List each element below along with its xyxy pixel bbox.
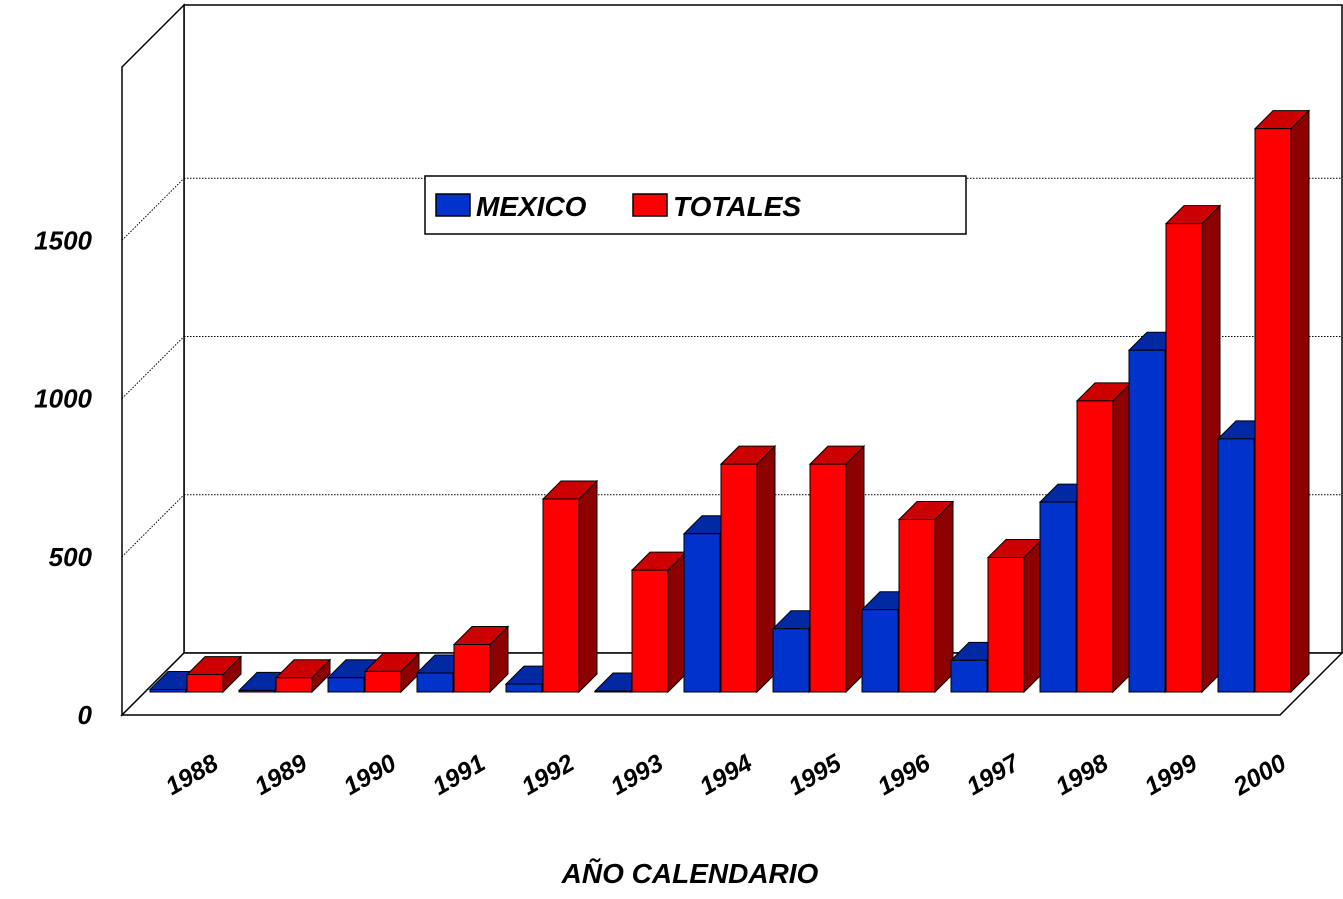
legend-box	[424, 175, 967, 235]
bar-totales-1998	[1075, 381, 1133, 694]
y-tick-label: 500	[49, 542, 93, 572]
x-tick-label: 1996	[873, 748, 936, 801]
x-tick-label: 2000	[1228, 749, 1291, 802]
x-tick-label: 1992	[517, 749, 579, 801]
bar-totales-1990	[363, 652, 421, 694]
x-tick-label: 1997	[962, 748, 1025, 801]
bar-totales-1995	[808, 444, 866, 694]
y-tick-label: 1000	[34, 384, 92, 414]
bar-totales-2000	[1253, 109, 1311, 694]
bar-totales-1999	[1164, 204, 1222, 694]
gridline-side	[121, 494, 185, 558]
gridline-side	[121, 177, 185, 241]
side-wall	[121, 3, 185, 717]
x-axis-ticks: 1988 1989 1990 1991 1992 1993 1994 1995 1996 1997…	[161, 748, 1291, 801]
x-tick-label: 1995	[784, 748, 847, 801]
legend-label-mexico: MEXICO	[476, 191, 587, 222]
x-tick-label: 1991	[428, 749, 490, 801]
bar-totales-1988	[185, 655, 243, 694]
bar-totales-1994	[719, 444, 777, 694]
y-tick-label: 1500	[34, 225, 92, 255]
bar-totales-1996	[897, 500, 955, 694]
bar-totales-1992	[541, 479, 599, 694]
x-tick-label: 1990	[339, 749, 401, 801]
x-tick-label: 1999	[1140, 749, 1202, 801]
bar-totales-1989	[274, 658, 332, 694]
x-axis-title: AÑO CALENDARIO	[561, 858, 819, 889]
x-tick-label: 1989	[250, 749, 312, 801]
gridline-side	[121, 336, 185, 399]
x-tick-label: 1998	[1051, 749, 1113, 801]
bar-totales-1997	[986, 538, 1044, 694]
legend: MEXICO TOTALES	[424, 175, 967, 235]
legend-swatch-mexico	[435, 193, 471, 217]
bar-totales-1993	[630, 550, 688, 694]
x-tick-label: 1988	[161, 749, 223, 801]
x-tick-label: 1994	[695, 749, 757, 801]
y-axis-ticks: 0 500 1000 1500	[34, 225, 92, 730]
legend-swatch-totales	[632, 193, 668, 217]
legend-label-totales: TOTALES	[673, 191, 801, 222]
bar-totales-1991	[452, 625, 510, 694]
bars	[148, 109, 1311, 694]
x-tick-label: 1993	[606, 749, 668, 801]
y-tick-label: 0	[78, 700, 93, 730]
